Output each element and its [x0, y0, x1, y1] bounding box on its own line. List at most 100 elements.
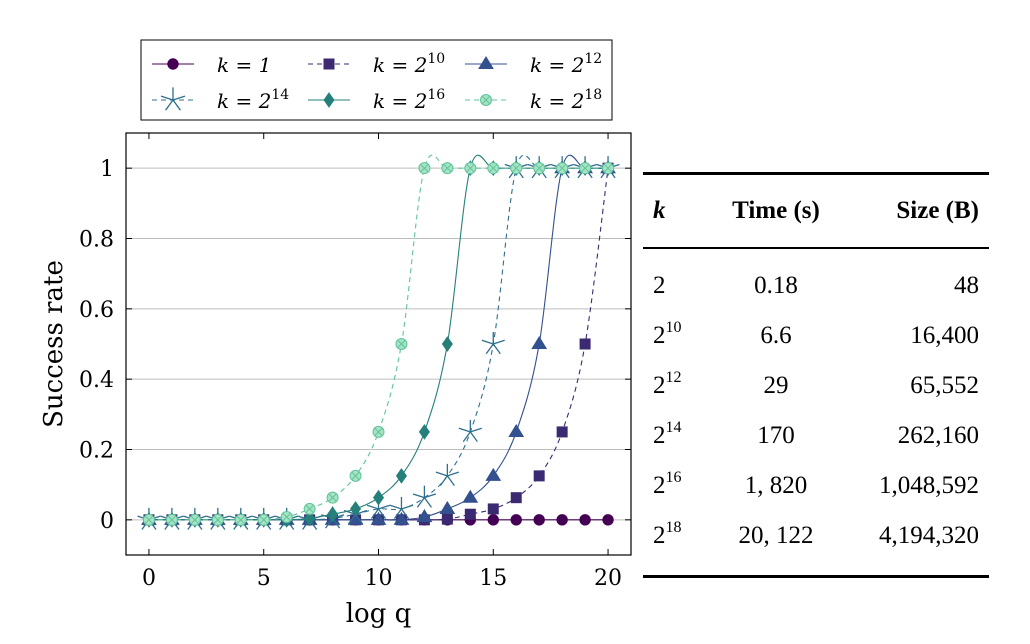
star-spoke — [458, 427, 471, 433]
legend-item: k = 218 — [465, 87, 602, 113]
data-point — [464, 162, 477, 175]
star-spoke — [446, 475, 455, 486]
x-axis-label: log q — [346, 599, 412, 629]
marker-cross — [167, 515, 177, 525]
data-point — [234, 513, 247, 526]
star-spoke — [435, 471, 448, 477]
marker-cross — [580, 163, 590, 173]
marker-cross — [557, 163, 567, 173]
table-row: 210 6.6 16,400 — [643, 311, 989, 361]
y-axis-label: Success rate — [39, 260, 69, 428]
star-spoke — [400, 508, 410, 520]
cell-size: 16,400 — [910, 322, 979, 349]
table-row: 216 1, 820 1,048,592 — [643, 461, 989, 511]
data-point — [327, 506, 339, 523]
header-time: Time (s) — [732, 197, 820, 224]
data-point — [579, 338, 591, 350]
legend-label: k = 212 — [530, 51, 602, 77]
data-point — [487, 514, 499, 526]
star-spoke — [423, 497, 432, 508]
data-point — [389, 496, 414, 520]
star-spoke — [485, 343, 494, 355]
legend: k = 1 k = 210 k = 212 k = 214 k = 216 k = 218 — [140, 39, 613, 121]
data-point — [508, 423, 525, 437]
cell-size: 65,552 — [910, 372, 979, 399]
y-tick-label: 1 — [100, 157, 114, 182]
data-point — [533, 514, 545, 526]
marker-cross — [305, 504, 314, 514]
star-spoke — [424, 493, 437, 499]
data-point — [323, 58, 335, 70]
data-point — [395, 468, 407, 484]
data-point — [418, 162, 431, 175]
marker-cross — [534, 163, 544, 173]
data-point — [257, 513, 270, 526]
marker-cross — [397, 339, 406, 349]
cell-k: 210 — [653, 319, 682, 350]
star-spoke — [447, 471, 459, 477]
marker-cross — [351, 471, 360, 481]
star-spoke — [160, 95, 174, 101]
legend-label: k = 218 — [530, 87, 602, 113]
data-point — [323, 92, 335, 108]
data-point — [481, 332, 505, 355]
y-tick-label: 0 — [100, 509, 114, 534]
series-line — [148, 154, 609, 521]
data-point — [556, 162, 569, 175]
star-spoke — [412, 493, 425, 499]
data-point — [418, 424, 430, 440]
cell-time: 29 — [763, 372, 789, 399]
data-point — [579, 162, 592, 175]
data-point — [393, 511, 410, 525]
data-point — [372, 489, 385, 506]
data-point — [439, 500, 456, 514]
marker-cross — [236, 515, 245, 525]
data-point — [441, 162, 454, 175]
cell-time: 6.6 — [760, 322, 792, 349]
star-spoke — [370, 508, 380, 520]
marker-cross — [420, 163, 429, 173]
results-table-container: k Time (s) Size (B) 2 0.18 48 210 6.6 16… — [643, 172, 989, 578]
marker-cross — [512, 163, 521, 173]
series-4 — [137, 154, 620, 530]
star-spoke — [481, 339, 494, 345]
star-spoke — [355, 513, 364, 525]
data-point — [188, 513, 201, 526]
cell-size: 48 — [954, 272, 979, 299]
data-point — [480, 94, 492, 106]
x-tick-label: 5 — [257, 566, 271, 591]
data-point — [303, 502, 316, 515]
cell-k: 216 — [653, 469, 682, 500]
data-point — [533, 162, 546, 175]
legend-label: k = 214 — [217, 87, 289, 113]
data-point — [602, 514, 614, 526]
data-point — [487, 503, 499, 515]
cell-time: 170 — [757, 422, 795, 449]
star-spoke — [165, 99, 174, 111]
table-row: 2 0.18 48 — [643, 248, 989, 311]
y-tick-label: 0.6 — [79, 298, 114, 323]
legend-label: k = 216 — [373, 87, 445, 113]
star-spoke — [393, 508, 402, 520]
star-spoke — [366, 504, 379, 510]
marker-cross — [466, 163, 475, 173]
cell-k: 218 — [653, 519, 682, 550]
data-point — [211, 513, 224, 526]
table-row: 218 20, 122 4,194,320 — [643, 511, 989, 577]
y-tick-label: 0.8 — [79, 228, 114, 253]
star-spoke — [347, 513, 357, 525]
data-point — [556, 514, 568, 526]
legend-box — [140, 39, 613, 121]
marker-cross — [328, 493, 337, 502]
data-point — [280, 511, 293, 524]
data-point — [350, 501, 362, 517]
legend-label: k = 210 — [373, 51, 445, 77]
data-point — [441, 336, 453, 352]
star-spoke — [389, 504, 402, 510]
star-spoke — [469, 431, 478, 443]
cell-k: 212 — [653, 369, 682, 400]
data-point — [602, 162, 615, 175]
cell-k: 2 — [653, 272, 666, 299]
star-spoke — [172, 95, 186, 101]
data-point — [441, 513, 453, 525]
